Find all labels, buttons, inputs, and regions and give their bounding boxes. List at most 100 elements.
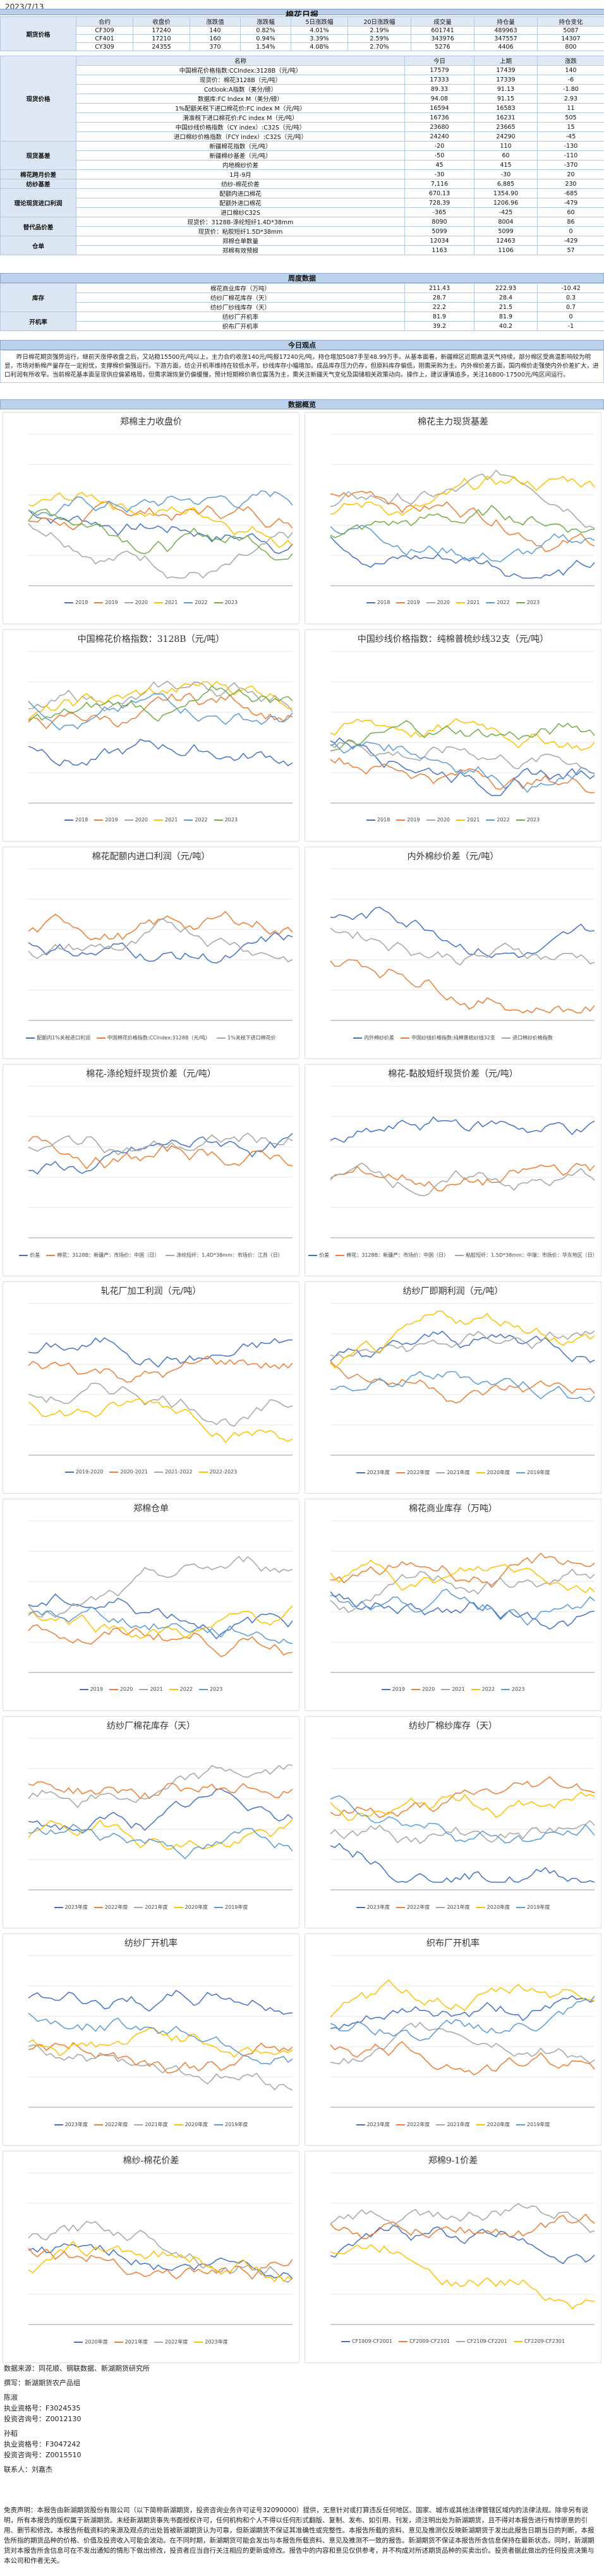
legend-label: 2021 (467, 817, 480, 823)
legend-swatch (64, 819, 73, 821)
cell: 57 (538, 246, 604, 255)
analyst2-consult: 投资咨询号：Z0015510 (4, 2450, 150, 2460)
legend-swatch (401, 1037, 409, 1039)
col-header: 涨跌幅 (241, 17, 291, 27)
series-line (330, 1553, 595, 1587)
cell: 140 (190, 27, 241, 35)
table-row: 进口棉纱C32S -365 -425 60 (1, 208, 604, 217)
legend-label: 2023 (527, 600, 540, 605)
legend-swatch (456, 602, 465, 603)
chart-legend: 2019 2020 2021 2022 2023 (3, 1686, 299, 1692)
legend-label: 2020-2021 (120, 1469, 148, 1475)
legend-swatch (411, 1689, 420, 1690)
legend-label: 2023年度 (367, 1904, 390, 1910)
cell: 23680 (405, 123, 474, 132)
chart-plot (3, 413, 300, 625)
legend-label: 2021 (452, 1686, 464, 1692)
series-line (28, 912, 293, 940)
futures-category: 期货价格 (1, 17, 76, 51)
legend-label: 2020年度 (85, 2339, 107, 2345)
legend-item: 2023 (501, 1686, 524, 1692)
legend-item: 2022年度 (94, 2121, 128, 2128)
series-line (28, 2244, 293, 2279)
cell: 5276 (411, 43, 474, 51)
legend-swatch (214, 819, 223, 821)
title-bar: 棉花日报 (0, 9, 604, 15)
legend-label: 2019-2020 (76, 1469, 104, 1475)
chart-panel: 郑棉仓单 2019 2020 2021 2022 2023 (3, 1499, 299, 1711)
cell: -110 (538, 151, 604, 160)
legend-swatch (335, 1255, 344, 1256)
legend-label: 进口棉纱价格指数 (512, 1035, 553, 1041)
series-line (28, 1137, 293, 1169)
contact: 联系人：刘嘉杰 (4, 2464, 150, 2475)
cell: 21.5 (474, 303, 538, 312)
legend-swatch (353, 1037, 362, 1039)
legend-label: CF1909-CF2001 (352, 2338, 392, 2344)
legend-label: 2023年度 (367, 1470, 390, 1475)
legend-label: 涤纶短纤：1.4D*38mm：市场价：江苏（日） (176, 1252, 283, 1258)
cell: 1163 (405, 246, 474, 255)
cell: 5099 (474, 227, 538, 236)
legend-swatch (134, 2124, 143, 2126)
legend-swatch (169, 1689, 178, 1690)
legend-item: 2023 (214, 817, 238, 823)
legend-label: 2019年度 (527, 1904, 550, 1910)
disclaimer: 免责声明：本报告由新湖期货股份有限公司（以下简称新湖期货，投资咨询业务许可证号3… (4, 2505, 598, 2566)
cell: 库存 (1, 284, 76, 312)
cell: 347557 (474, 35, 538, 43)
legend-swatch (516, 2124, 525, 2126)
chart-panel: 中国棉花价格指数：3128B（元/吨） 2018 2019 2020 2021 2022 2… (3, 629, 299, 842)
legend-item: CF2109-CF2201 (456, 2338, 507, 2344)
cell: 纺纱厂开机率 (76, 312, 405, 322)
legend-label: 棉花：3128B：新疆产：市场价：中国（日） (346, 1252, 449, 1258)
cell: 222.93 (474, 284, 538, 293)
col-header: 5日涨跌幅 (291, 17, 348, 27)
legend-label: 2019年度 (527, 2122, 550, 2127)
cell: 中国棉花价格指数:CCIndex:3128B（元/吨） (76, 66, 405, 75)
legend-label: 2022 (180, 1686, 193, 1692)
cell: 6,885 (474, 179, 538, 189)
legend-swatch (154, 819, 163, 821)
series-line (28, 1765, 293, 1808)
chart-legend: 价差 棉花：3128B：新疆产：市场价：中国（日） 粘胶短纤：1.5D*38mm：中… (305, 1252, 601, 1259)
series-line (28, 1399, 293, 1442)
legend-item: 粘胶短纤：1.5D*38mm：中端：市场价：华东地区（日） (455, 1252, 598, 1259)
legend-item: 2020 (124, 817, 148, 823)
legend-label: 2023年度 (205, 2339, 227, 2345)
table-row: 纺纱基差 纺纱-棉花价差 7,116 6,885 230 (1, 179, 604, 189)
cell: 2.59% (348, 35, 411, 43)
cell: 5087 (538, 27, 604, 35)
legend-swatch (471, 1689, 480, 1690)
legend-item: 2019年度 (214, 2121, 248, 2128)
legend-item: 2021年度 (134, 1904, 167, 1911)
cell: 织布厂开机率 (76, 322, 405, 331)
legend-item: 2022 (486, 600, 509, 605)
cell: 728.39 (405, 198, 474, 208)
cell: 2.70% (348, 43, 411, 51)
legend-swatch (366, 602, 375, 603)
legend-swatch (366, 819, 375, 821)
chart-legend: 2018 2019 2020 2021 2022 2023 (3, 817, 299, 823)
legend-swatch (356, 1907, 365, 1908)
cell: 489963 (474, 27, 538, 35)
legend-item: 2019 (94, 600, 118, 605)
legend-label: 2023 (225, 817, 238, 823)
legend-label: 配额内1%关税进口利润 (37, 1035, 90, 1041)
legend-label: 2022年度 (105, 1904, 128, 1910)
table-row: 中国棉花价格指数:CCIndex:3128B（元/吨） 17579 17439 140 (1, 66, 604, 75)
chart-plot (3, 630, 300, 842)
cell: -1.80 (538, 85, 604, 94)
series-line (28, 1356, 293, 1382)
author: 撰写：新湖期货农产品组 (4, 2378, 150, 2388)
legend-item: 2021 (139, 1686, 162, 1692)
cell: 12034 (405, 236, 474, 246)
chart-plot (3, 1065, 300, 1277)
series-line (28, 510, 293, 553)
cell: 211.43 (405, 284, 474, 293)
legend-swatch (80, 1689, 88, 1690)
cell: -370 (538, 160, 604, 170)
cell: 1206.96 (474, 198, 538, 208)
legend-swatch (476, 1907, 485, 1908)
chart-legend: 2023年度 2022年度 2021年度 2020年度 2019年度 (305, 2121, 601, 2128)
